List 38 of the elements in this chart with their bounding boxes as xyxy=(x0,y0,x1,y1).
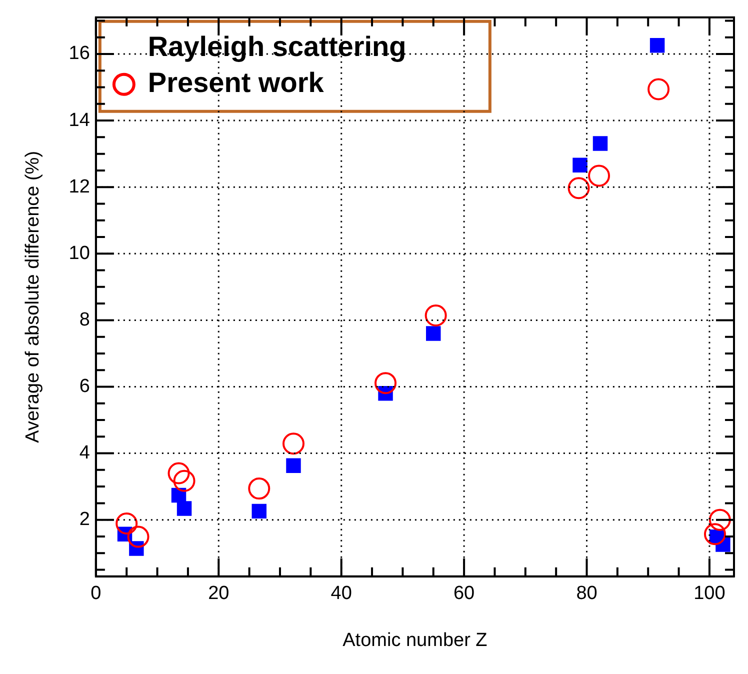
y-tick-label: 12 xyxy=(68,176,90,198)
x-tick-label: 100 xyxy=(694,583,726,604)
point xyxy=(286,458,301,473)
point xyxy=(282,432,304,455)
y-axis-title: Average of absolute difference (%) xyxy=(22,150,44,443)
point xyxy=(704,523,726,546)
x-tick-label: 60 xyxy=(453,583,475,604)
point xyxy=(588,164,610,187)
point xyxy=(572,158,588,172)
point xyxy=(248,478,270,500)
point xyxy=(592,136,608,151)
point xyxy=(374,372,397,394)
point xyxy=(116,512,138,534)
point xyxy=(648,78,670,100)
y-tick-label: 14 xyxy=(68,110,90,131)
point xyxy=(568,177,590,200)
x-tick-label: 20 xyxy=(208,583,230,604)
x-tick-label: 80 xyxy=(576,583,598,604)
legend-title: Rayleigh scattering xyxy=(148,31,406,62)
x-tick-label: 40 xyxy=(330,583,352,604)
point xyxy=(650,38,665,53)
y-tick-label: 16 xyxy=(68,43,90,64)
y-tick-label: 4 xyxy=(79,442,90,464)
y-tick-label: 6 xyxy=(79,376,90,397)
point xyxy=(127,526,150,548)
point xyxy=(173,470,196,492)
point xyxy=(424,304,447,327)
x-tick-label: 0 xyxy=(90,583,102,604)
y-tick-label: 2 xyxy=(79,509,90,530)
point xyxy=(176,501,192,516)
point xyxy=(708,508,731,531)
y-tick-label: 10 xyxy=(68,242,90,264)
legend-label: Present work xyxy=(148,67,324,98)
point xyxy=(426,326,441,341)
point xyxy=(252,504,266,519)
y-tick-label: 8 xyxy=(79,309,90,330)
point xyxy=(168,462,190,484)
x-axis-title: Atomic number Z xyxy=(342,630,488,651)
